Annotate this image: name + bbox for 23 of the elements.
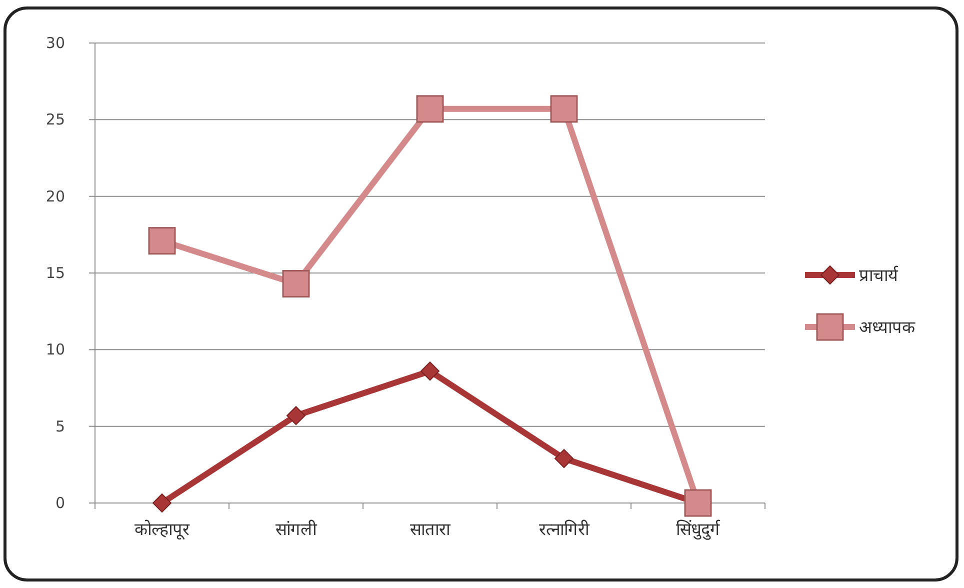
x-tick-label: रत्नागिरी [539, 519, 590, 540]
y-tick-label: 0 [55, 494, 65, 512]
y-tick-label: 20 [46, 187, 65, 206]
point [152, 494, 172, 512]
x-tick-label: सातारा [410, 520, 451, 540]
point [416, 95, 444, 123]
y-tick-label: 5 [55, 417, 65, 436]
point [554, 449, 574, 468]
point [282, 270, 310, 298]
point [684, 489, 712, 517]
point [550, 95, 578, 123]
y-tick-label: 10 [46, 340, 65, 359]
y-tick-label: 25 [46, 110, 65, 129]
point [286, 406, 306, 426]
point [420, 362, 440, 381]
legend-label: अध्यापक [859, 318, 916, 338]
x-tick-label: सिंधुदुर्ग [676, 519, 721, 540]
x-tick-label: कोल्हापूर [134, 519, 190, 540]
y-tick-label: 30 [46, 34, 65, 52]
y-tick-label: 15 [46, 264, 65, 282]
x-tick-label: सांगली [276, 519, 318, 540]
point [148, 227, 176, 255]
legend-label: प्राचार्य [859, 265, 899, 286]
